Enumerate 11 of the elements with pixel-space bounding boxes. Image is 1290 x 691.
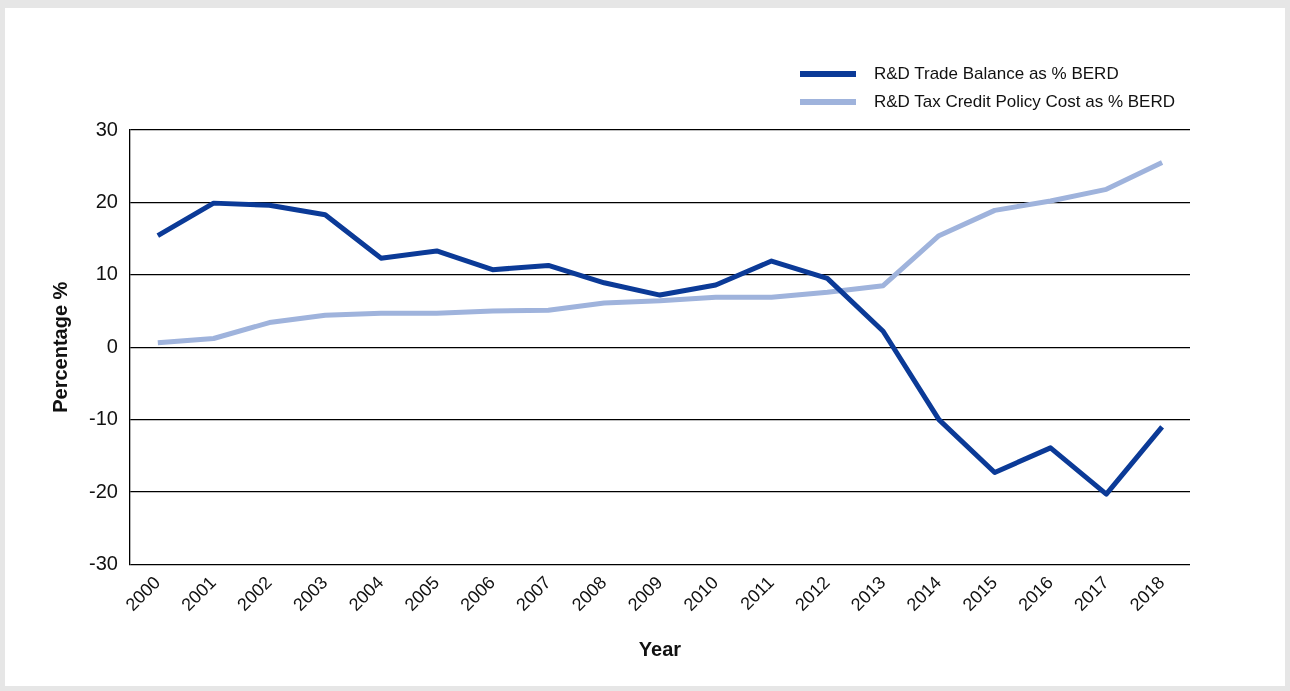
x-axis-title: Year (638, 637, 682, 660)
y-tick-label: -10 (89, 407, 118, 430)
y-tick-label: 0 (106, 334, 118, 357)
y-tick-label: -20 (89, 479, 118, 502)
legend-label: R&D Trade Balance as % BERD (873, 64, 1119, 84)
y-tick-label: 30 (95, 117, 118, 140)
y-tick-label: -30 (89, 551, 118, 574)
legend-label: R&D Tax Credit Policy Cost as % BERD (873, 92, 1175, 112)
y-axis-title: Percentage % (48, 281, 71, 413)
y-tick-label: 20 (95, 189, 118, 212)
y-tick-label: 10 (95, 262, 118, 285)
